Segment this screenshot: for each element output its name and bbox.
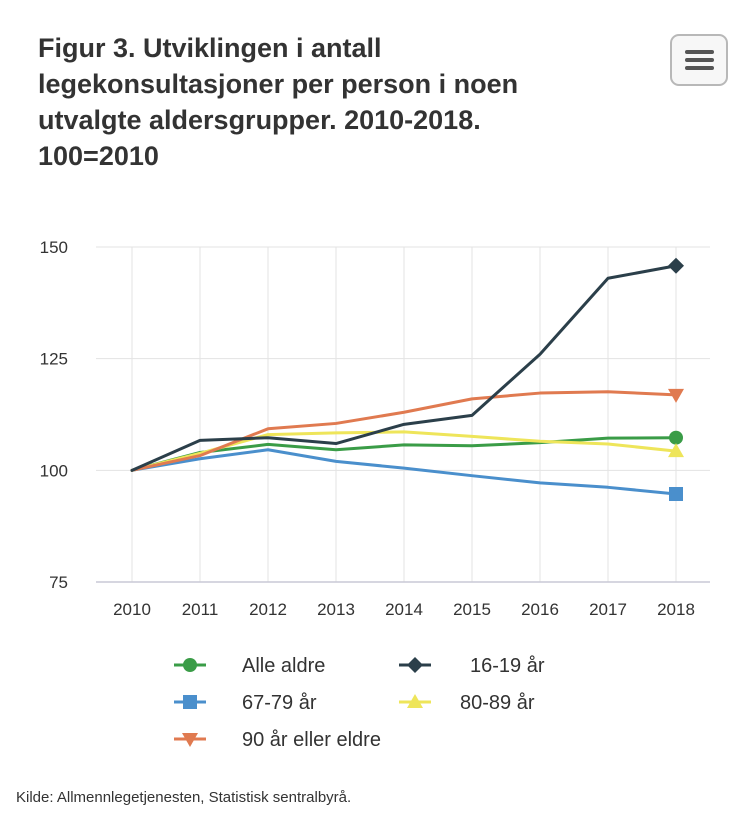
x-tick-label: 2017 [589,600,627,619]
legend-marker [407,657,423,673]
legend-marker [183,695,197,709]
series-line [130,436,678,472]
series-end-marker [668,257,684,274]
y-tick-label: 100 [40,461,68,480]
y-tick-label: 75 [49,573,68,592]
series-end-marker [669,430,683,445]
line-chart: 75 100 125 150 2010 2011 2012 2013 2014 2015 2016 2… [40,238,710,751]
series-line [130,264,678,472]
x-tick-label: 2010 [113,600,151,619]
series-end-marker [669,487,683,502]
hamburger-menu-icon-bar [685,58,714,62]
legend-label: 67-79 år [242,692,317,714]
x-tick-label: 2014 [385,600,423,619]
legend-label: 80-89 år [460,692,535,714]
legend-label: 90 år eller eldre [242,729,381,751]
series-end-marker [668,443,684,458]
hamburger-menu-icon [685,50,714,54]
legend-label: Alle aldre [242,655,325,677]
legend-label: 16-19 år [470,655,545,677]
x-tick-label: 2012 [249,600,287,619]
chart-title: Figur 3. Utviklingen i antall legekonsul… [38,33,519,171]
x-tick-label: 2016 [521,600,559,619]
source-note: Kilde: Allmennlegetjenesten, Statistisk … [16,789,352,806]
legend-marker [407,694,423,708]
series-line [130,448,678,496]
hamburger-menu-icon-bar [685,66,714,70]
x-tick-label: 2011 [182,600,219,619]
x-tick-label: 2013 [317,600,355,619]
x-tick-label: 2015 [453,600,491,619]
y-tick-label: 150 [40,238,68,257]
legend-marker [182,733,198,747]
y-tick-label: 125 [40,350,68,369]
x-tick-label: 2018 [657,600,695,619]
series-line [130,390,678,472]
chart-menu-button[interactable] [670,34,728,86]
series-end-marker [668,388,684,403]
legend-marker [183,658,197,672]
